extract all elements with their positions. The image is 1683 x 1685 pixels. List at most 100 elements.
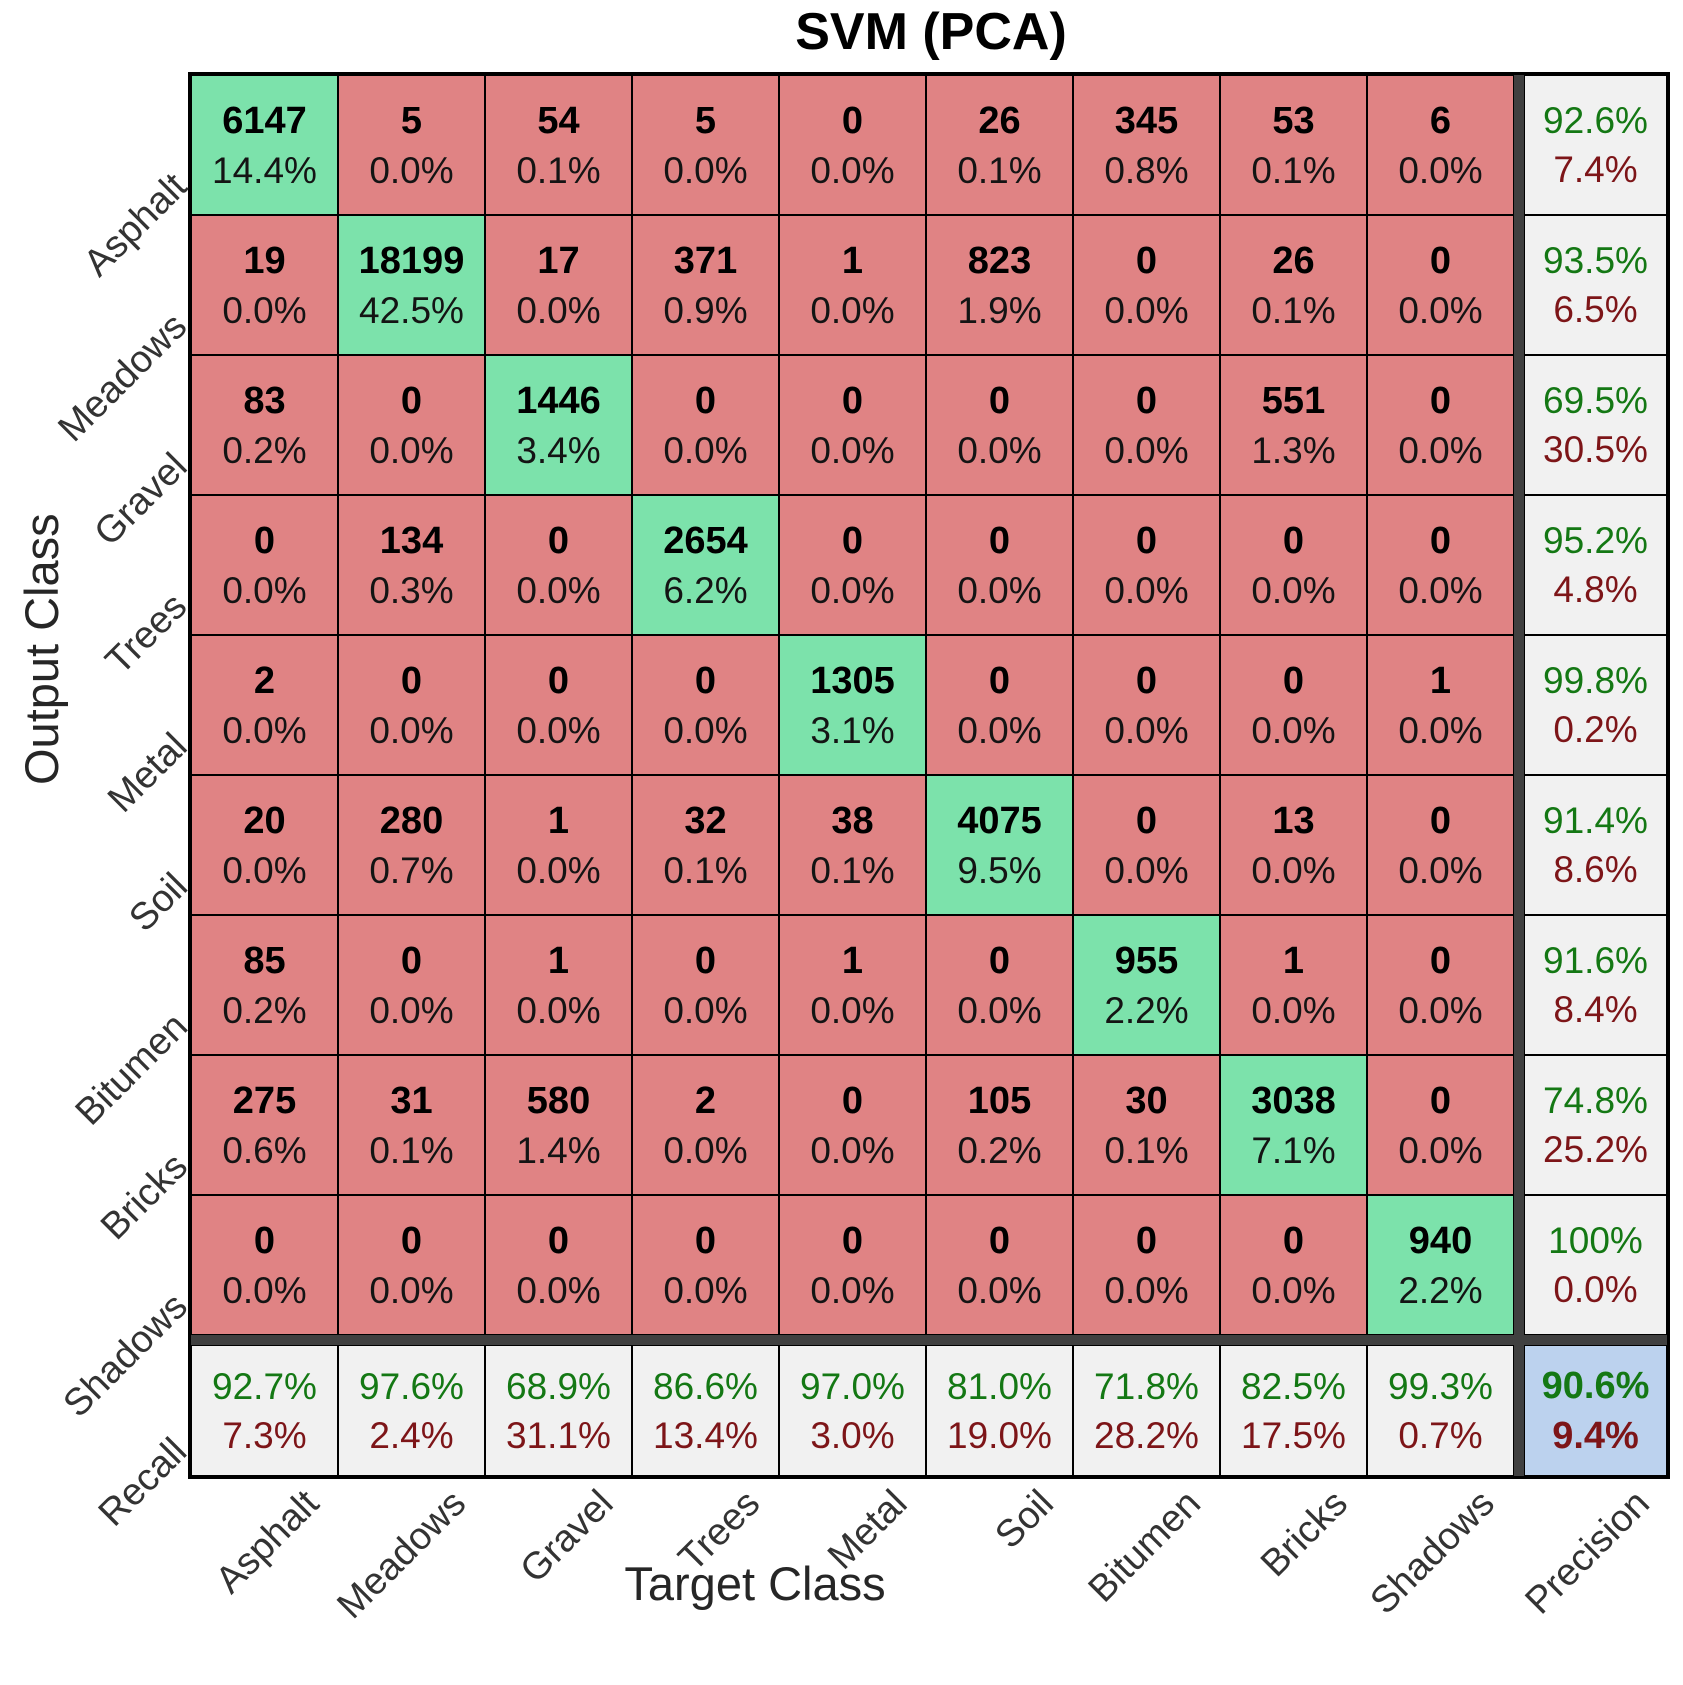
recall-cell: 81.0% 19.0%: [926, 1345, 1073, 1476]
cell-percent: 0.1%: [369, 1129, 454, 1171]
cell-percent: 0.0%: [1398, 709, 1483, 751]
cell-count: 371: [673, 239, 738, 282]
precision-value: 91.4%: [1543, 800, 1648, 841]
cell-percent: 0.0%: [1398, 149, 1483, 191]
precision-cell: 91.4% 8.6%: [1524, 775, 1667, 915]
cell-count: 0: [841, 99, 864, 142]
row-tick-gravel: Gravel: [86, 445, 196, 555]
cell-count: 551: [1261, 379, 1326, 422]
matrix-cell: 26 0.1%: [926, 75, 1073, 215]
row-tick-soil: Soil: [120, 865, 196, 940]
cell-percent: 0.0%: [663, 1269, 748, 1311]
precision-value: 91.6%: [1543, 940, 1648, 981]
cell-percent: 14.4%: [212, 149, 317, 191]
cell-count: 1: [1282, 939, 1305, 982]
matrix-cell: 2 0.0%: [191, 635, 338, 775]
cell-percent: 0.0%: [1251, 849, 1336, 891]
matrix-cell: 0 0.0%: [191, 1195, 338, 1335]
matrix-cell: 0 0.0%: [191, 495, 338, 635]
precision-value: 99.8%: [1543, 660, 1648, 701]
cell-percent: 0.0%: [222, 849, 307, 891]
cell-count: 5: [400, 99, 423, 142]
cell-count: 345: [1114, 99, 1179, 142]
cell-count: 1446: [516, 379, 601, 422]
matrix-cell: 275 0.6%: [191, 1055, 338, 1195]
cell-count: 955: [1114, 939, 1179, 982]
matrix-cell: 0 0.0%: [926, 915, 1073, 1055]
recall-value: 71.8%: [1094, 1365, 1199, 1407]
matrix-cell: 1 0.0%: [779, 215, 926, 355]
cell-count: 0: [1282, 1219, 1305, 1262]
cell-count: 0: [400, 659, 423, 702]
recall-cell: 68.9% 31.1%: [485, 1345, 632, 1476]
cell-percent: 0.0%: [516, 709, 601, 751]
precision-value: 69.5%: [1543, 380, 1648, 421]
precision-miss-value: 8.6%: [1553, 849, 1638, 890]
matrix-cell: 5 0.0%: [632, 75, 779, 215]
matrix-cell: 0 0.0%: [485, 495, 632, 635]
matrix-cell: 1446 3.4%: [485, 355, 632, 495]
cell-count: 1: [841, 939, 864, 982]
precision-cell: 92.6% 7.4%: [1524, 75, 1667, 215]
cell-percent: 0.0%: [1104, 429, 1189, 471]
recall-value: 99.3%: [1388, 1365, 1493, 1407]
cell-count: 6: [1429, 99, 1452, 142]
matrix-cell: 580 1.4%: [485, 1055, 632, 1195]
precision-cell: 100% 0.0%: [1524, 1195, 1667, 1335]
cell-percent: 3.4%: [516, 429, 601, 471]
matrix-cell: 0 0.0%: [779, 75, 926, 215]
recall-miss-value: 19.0%: [947, 1414, 1052, 1456]
cell-count: 0: [1429, 379, 1452, 422]
cell-percent: 0.1%: [1104, 1129, 1189, 1171]
cell-count: 0: [253, 1219, 276, 1262]
cell-count: 0: [988, 519, 1011, 562]
cell-count: 105: [967, 1079, 1032, 1122]
recall-miss-value: 0.7%: [1398, 1414, 1483, 1456]
precision-value: 95.2%: [1543, 520, 1648, 561]
col-tick-soil: Soil: [987, 1482, 1062, 1557]
matrix-cell: 0 0.0%: [338, 355, 485, 495]
precision-cell: 99.8% 0.2%: [1524, 635, 1667, 775]
cell-count: 0: [988, 659, 1011, 702]
matrix-cell: 38 0.1%: [779, 775, 926, 915]
row-tick-bitumen: Bitumen: [67, 1005, 196, 1134]
cell-percent: 0.0%: [222, 569, 307, 611]
matrix-cell: 0 0.0%: [338, 915, 485, 1055]
cell-percent: 0.0%: [810, 569, 895, 611]
cell-percent: 0.0%: [957, 429, 1042, 471]
cell-count: 83: [243, 379, 286, 422]
recall-value: 92.7%: [212, 1365, 317, 1407]
precision-value: 74.8%: [1543, 1080, 1648, 1121]
matrix-cell: 0 0.0%: [1073, 635, 1220, 775]
matrix-cell: 0 0.0%: [779, 1195, 926, 1335]
matrix-cell: 0 0.0%: [1367, 775, 1514, 915]
cell-count: 940: [1408, 1219, 1473, 1262]
cell-count: 0: [988, 1219, 1011, 1262]
cell-count: 0: [1135, 519, 1158, 562]
cell-count: 1: [547, 939, 570, 982]
recall-value: 86.6%: [653, 1365, 758, 1407]
matrix-cell: 0 0.0%: [1367, 1055, 1514, 1195]
summary-row-separator: [191, 1335, 1667, 1345]
cell-count: 0: [547, 519, 570, 562]
overall-accuracy-value: 90.6%: [1541, 1364, 1650, 1407]
row-tick-shadows: Shadows: [55, 1285, 196, 1426]
matrix-cell: 0 0.0%: [338, 635, 485, 775]
cell-percent: 7.1%: [1251, 1129, 1336, 1171]
matrix-cell: 1 0.0%: [1220, 915, 1367, 1055]
recall-miss-value: 7.3%: [222, 1414, 307, 1456]
cell-percent: 0.6%: [222, 1129, 307, 1171]
matrix-cell: 0 0.0%: [485, 1195, 632, 1335]
confusion-matrix-grid: 6147 14.4% 5 0.0% 54 0.1% 5 0.0% 0 0.0% 26 0.1% 345 0…: [188, 72, 1670, 1479]
matrix-cell: 940 2.2%: [1367, 1195, 1514, 1335]
cell-percent: 0.0%: [663, 429, 748, 471]
matrix-cell: 0 0.0%: [1220, 635, 1367, 775]
cell-percent: 0.0%: [1251, 1269, 1336, 1311]
precision-miss-value: 6.5%: [1553, 289, 1638, 330]
cell-count: 0: [1135, 379, 1158, 422]
cell-count: 26: [978, 99, 1021, 142]
cell-percent: 0.0%: [222, 709, 307, 751]
cell-percent: 0.0%: [957, 569, 1042, 611]
recall-miss-value: 28.2%: [1094, 1414, 1199, 1456]
matrix-cell: 0 0.0%: [926, 635, 1073, 775]
